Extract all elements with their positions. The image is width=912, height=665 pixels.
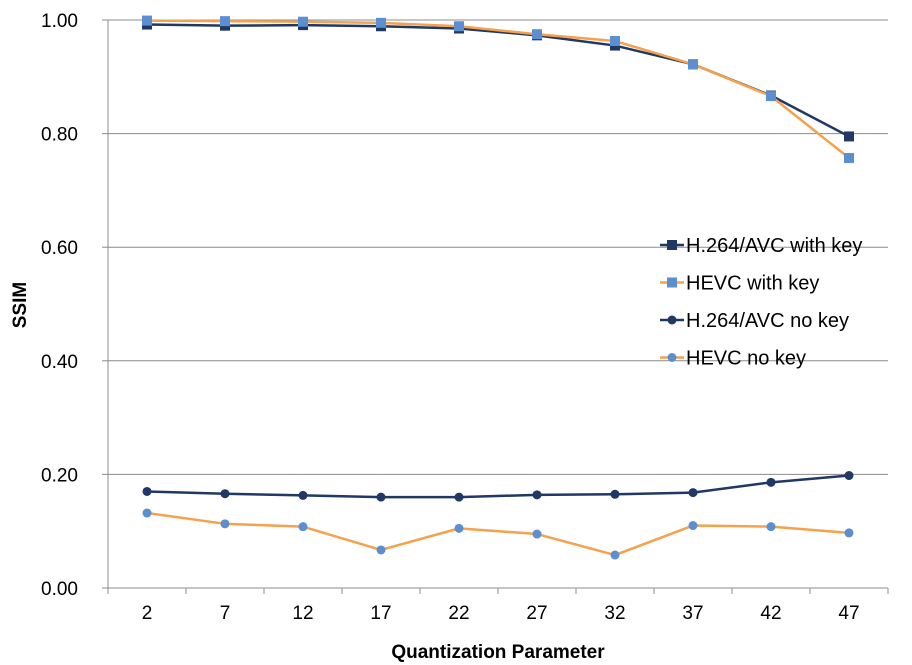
series-1-point-6 [610,36,620,47]
series-1-point-7 [688,59,698,70]
y-tick-label-3: 0.60 [41,238,78,259]
series-3-point-0 [142,508,152,518]
x-tick-label-2: 12 [292,603,313,624]
series-2-point-3 [376,492,386,502]
series-2-line [146,474,850,499]
legend-swatch-marker-1 [667,277,677,288]
y-axis-title: SSIM [10,282,31,328]
x-tick-label-6: 32 [604,603,625,624]
series-3 [142,508,854,560]
legend-label-0: H.264/AVC with key [686,235,862,257]
series-2-point-1 [220,489,230,499]
y-tick-label-0: 0.00 [41,579,78,600]
legend-label-1: HEVC with key [686,273,819,295]
legend-entry-0: H.264/AVC with key [660,235,862,257]
series-3-line [146,511,850,557]
y-axis-tick-labels: 0.00 0.20 0.40 0.60 0.80 1.00 [41,11,78,600]
x-tick-label-5: 27 [526,603,547,624]
series-1-point-9 [844,153,854,164]
series-1-point-2 [298,16,308,27]
x-tick-label-8: 42 [760,603,781,624]
series-2 [142,471,854,502]
series-2-point-5 [532,490,542,500]
y-tick-label-1: 0.20 [41,465,78,486]
series-2-point-0 [142,486,152,496]
legend-entry-2: H.264/AVC no key [660,310,849,332]
series-1-point-3 [376,17,386,28]
series-2-point-2 [298,490,308,500]
x-tick-label-7: 37 [682,603,703,624]
y-tick-label-4: 0.80 [41,125,78,146]
legend-swatch-marker-0 [667,240,677,250]
series-1-point-5 [532,29,542,40]
series-0-line [146,23,850,138]
series-3-point-3 [376,545,386,555]
x-axis-tick-labels: 2 7 12 17 22 27 32 37 42 47 [142,603,860,624]
x-tick-label-1: 7 [220,603,231,624]
x-axis-title: Quantization Parameter [391,642,605,663]
series-0-point-9 [844,131,854,142]
series-2-point-6 [610,489,620,499]
series-3-point-2 [298,522,308,532]
series-3-point-5 [532,529,542,539]
legend-label-3: HEVC no key [686,348,806,370]
series-1-point-8 [766,91,776,102]
series-3-point-6 [610,550,620,560]
series-3-point-4 [454,523,464,533]
legend: H.264/AVC with key HEVC with key H.264/AVC… [660,235,862,370]
legend-label-2: H.264/AVC no key [686,310,849,332]
series-1 [142,15,854,164]
series-1-point-1 [220,16,230,27]
legend-entry-3: HEVC no key [660,348,806,370]
series-3-point-7 [688,521,698,531]
series-3-point-8 [766,522,776,532]
series-3-point-1 [220,519,230,529]
x-tick-label-0: 2 [142,603,153,624]
y-tick-label-2: 0.40 [41,352,78,373]
y-tick-label-5: 1.00 [41,11,78,32]
axes [102,19,889,594]
legend-swatch-marker-2 [667,315,677,325]
x-tick-label-9: 47 [838,603,859,624]
series-0 [142,19,854,142]
series-2-point-7 [688,488,698,498]
series-1-point-0 [142,15,152,26]
series-2-point-9 [844,471,854,481]
legend-entry-1: HEVC with key [660,273,819,295]
series-2-point-8 [766,477,776,487]
series-3-point-9 [844,528,854,538]
legend-swatch-marker-3 [667,353,677,362]
series-2-point-4 [454,492,464,502]
series-1-point-4 [454,21,464,32]
data-series [142,15,854,560]
series-1-line [146,19,850,160]
x-tick-label-3: 17 [370,603,391,624]
x-tick-label-4: 22 [448,603,469,624]
